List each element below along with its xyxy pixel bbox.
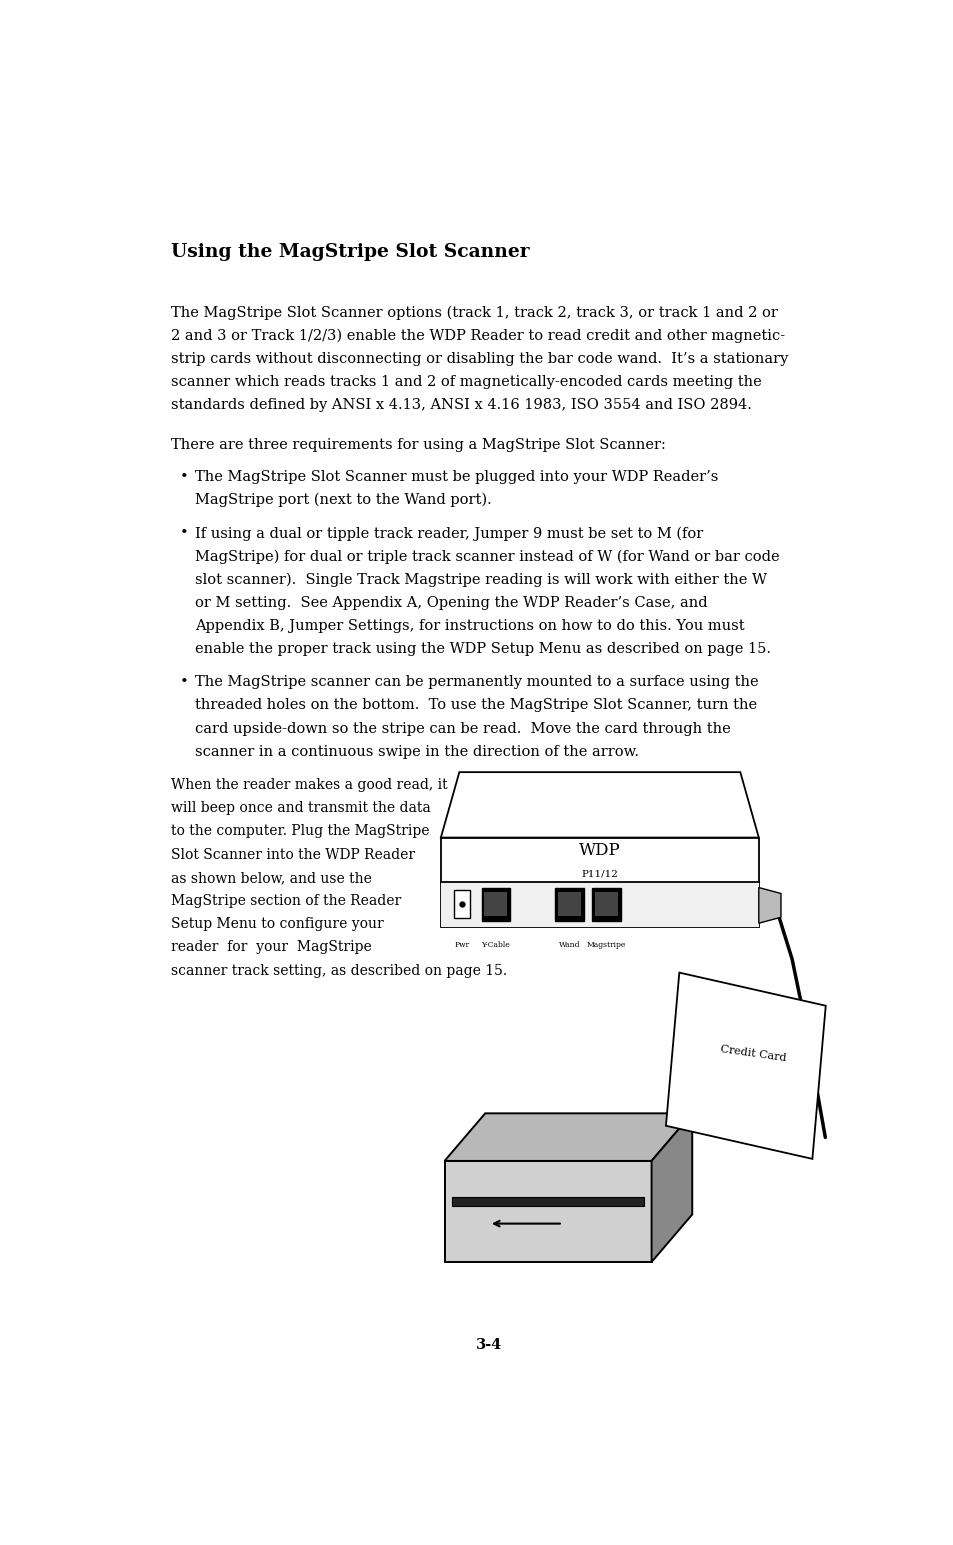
Text: strip cards without disconnecting or disabling the bar code wand.  It’s a statio: strip cards without disconnecting or dis… [171, 352, 787, 366]
Bar [481, 887, 509, 921]
Text: When the reader makes a good read, it: When the reader makes a good read, it [171, 779, 447, 793]
Text: Slot Scanner into the WDP Reader: Slot Scanner into the WDP Reader [171, 848, 415, 862]
Polygon shape [651, 1114, 692, 1262]
Text: •: • [180, 527, 189, 541]
Bar [558, 893, 580, 916]
Text: Magstripe: Magstripe [586, 941, 625, 949]
Bar [592, 887, 619, 921]
Text: as shown below, and use the: as shown below, and use the [171, 871, 372, 885]
Text: scanner which reads tracks 1 and 2 of magnetically-encoded cards meeting the: scanner which reads tracks 1 and 2 of ma… [171, 375, 760, 389]
Text: Y-Cable: Y-Cable [480, 941, 510, 949]
Polygon shape [440, 772, 758, 837]
Polygon shape [758, 887, 781, 924]
Text: to the computer. Plug the MagStripe: to the computer. Plug the MagStripe [171, 825, 429, 839]
Text: standards defined by ANSI x 4.13, ANSI x 4.16 1983, ISO 3554 and ISO 2894.: standards defined by ANSI x 4.13, ANSI x… [171, 399, 751, 413]
Text: scanner in a continuous swipe in the direction of the arrow.: scanner in a continuous swipe in the dir… [194, 745, 638, 759]
Text: Appendix B, Jumper Settings, for instructions on how to do this. You must: Appendix B, Jumper Settings, for instruc… [194, 620, 743, 633]
Text: slot scanner).  Single Track Magstripe reading is will work with either the W: slot scanner). Single Track Magstripe re… [194, 573, 766, 587]
Text: enable the proper track using the WDP Setup Menu as described on page 15.: enable the proper track using the WDP Se… [194, 643, 770, 657]
Bar [555, 887, 583, 921]
Text: If using a dual or tipple track reader, Jumper 9 must be set to M (for: If using a dual or tipple track reader, … [194, 527, 702, 541]
Polygon shape [665, 973, 825, 1159]
Text: Pwr: Pwr [455, 941, 470, 949]
Text: 2 and 3 or Track 1/2/3) enable the WDP Reader to read credit and other magnetic-: 2 and 3 or Track 1/2/3) enable the WDP R… [171, 329, 784, 343]
Text: WDP: WDP [578, 842, 620, 859]
Text: 3-4: 3-4 [476, 1338, 501, 1352]
Text: MagStripe port (next to the Wand port).: MagStripe port (next to the Wand port). [194, 493, 491, 507]
Text: or M setting.  See Appendix A, Opening the WDP Reader’s Case, and: or M setting. See Appendix A, Opening th… [194, 596, 706, 610]
Text: reader  for  your  MagStripe: reader for your MagStripe [171, 941, 372, 955]
Bar [484, 893, 506, 916]
Bar [454, 890, 470, 918]
Text: Credit Card: Credit Card [719, 1044, 786, 1063]
Text: P11/12: P11/12 [580, 870, 618, 879]
Text: scanner track setting, as described on page 15.: scanner track setting, as described on p… [171, 964, 507, 978]
Text: Wand: Wand [558, 941, 579, 949]
Text: Using the MagStripe Slot Scanner: Using the MagStripe Slot Scanner [171, 243, 529, 261]
Text: threaded holes on the bottom.  To use the MagStripe Slot Scanner, turn the: threaded holes on the bottom. To use the… [194, 698, 756, 712]
Text: There are three requirements for using a MagStripe Slot Scanner:: There are three requirements for using a… [171, 439, 665, 453]
Text: •: • [180, 470, 189, 484]
Text: MagStripe section of the Reader: MagStripe section of the Reader [171, 895, 401, 908]
Bar [452, 1197, 643, 1207]
Text: Setup Menu to configure your: Setup Menu to configure your [171, 918, 383, 932]
Bar [440, 837, 758, 927]
Bar [595, 893, 617, 916]
Text: •: • [180, 675, 189, 689]
Text: The MagStripe Slot Scanner options (track 1, track 2, track 3, or track 1 and 2 : The MagStripe Slot Scanner options (trac… [171, 306, 777, 320]
Polygon shape [444, 1114, 692, 1160]
Text: card upside-down so the stripe can be read.  Move the card through the: card upside-down so the stripe can be re… [194, 722, 730, 735]
Text: The MagStripe Slot Scanner must be plugged into your WDP Reader’s: The MagStripe Slot Scanner must be plugg… [194, 470, 718, 484]
Text: MagStripe) for dual or triple track scanner instead of W (for Wand or bar code: MagStripe) for dual or triple track scan… [194, 550, 779, 564]
Bar [440, 882, 758, 927]
Bar [444, 1160, 651, 1262]
Text: The MagStripe scanner can be permanently mounted to a surface using the: The MagStripe scanner can be permanently… [194, 675, 758, 689]
Text: will beep once and transmit the data: will beep once and transmit the data [171, 802, 431, 816]
